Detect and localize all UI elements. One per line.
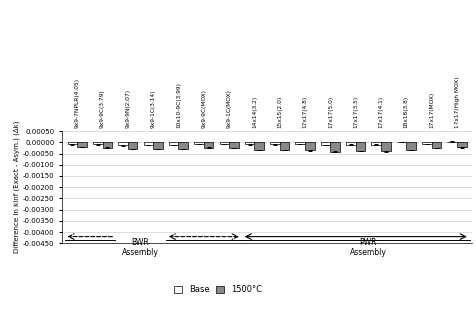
Bar xyxy=(93,142,102,144)
Bar xyxy=(102,142,112,148)
Bar xyxy=(305,142,314,150)
Text: BWR
Assembly: BWR Assembly xyxy=(122,238,159,257)
Bar xyxy=(421,142,431,144)
Bar xyxy=(380,142,390,152)
Bar xyxy=(346,142,355,144)
Bar xyxy=(169,142,178,145)
Y-axis label: Difference in kinf (Exact - Asym.) (Δk): Difference in kinf (Exact - Asym.) (Δk) xyxy=(13,121,20,253)
Bar xyxy=(143,142,153,145)
Bar xyxy=(295,142,305,144)
Bar xyxy=(128,142,137,149)
Bar xyxy=(153,142,162,149)
Bar xyxy=(406,142,415,150)
Legend: Base, 1500°C: Base, 1500°C xyxy=(170,282,265,298)
Text: PWR
Assembly: PWR Assembly xyxy=(349,238,386,257)
Bar xyxy=(269,142,279,144)
Bar xyxy=(355,142,365,151)
Bar xyxy=(371,142,380,144)
Bar xyxy=(203,142,213,148)
Bar xyxy=(178,142,188,149)
Bar xyxy=(219,142,228,144)
Bar xyxy=(194,142,203,144)
Bar xyxy=(279,142,289,150)
Bar xyxy=(244,142,254,144)
Bar xyxy=(254,142,264,150)
Bar xyxy=(228,142,238,148)
Bar xyxy=(330,142,339,152)
Bar xyxy=(118,142,128,145)
Bar xyxy=(431,142,440,148)
Bar xyxy=(68,142,77,144)
Bar xyxy=(77,142,87,147)
Bar xyxy=(456,142,466,148)
Bar xyxy=(320,142,330,145)
